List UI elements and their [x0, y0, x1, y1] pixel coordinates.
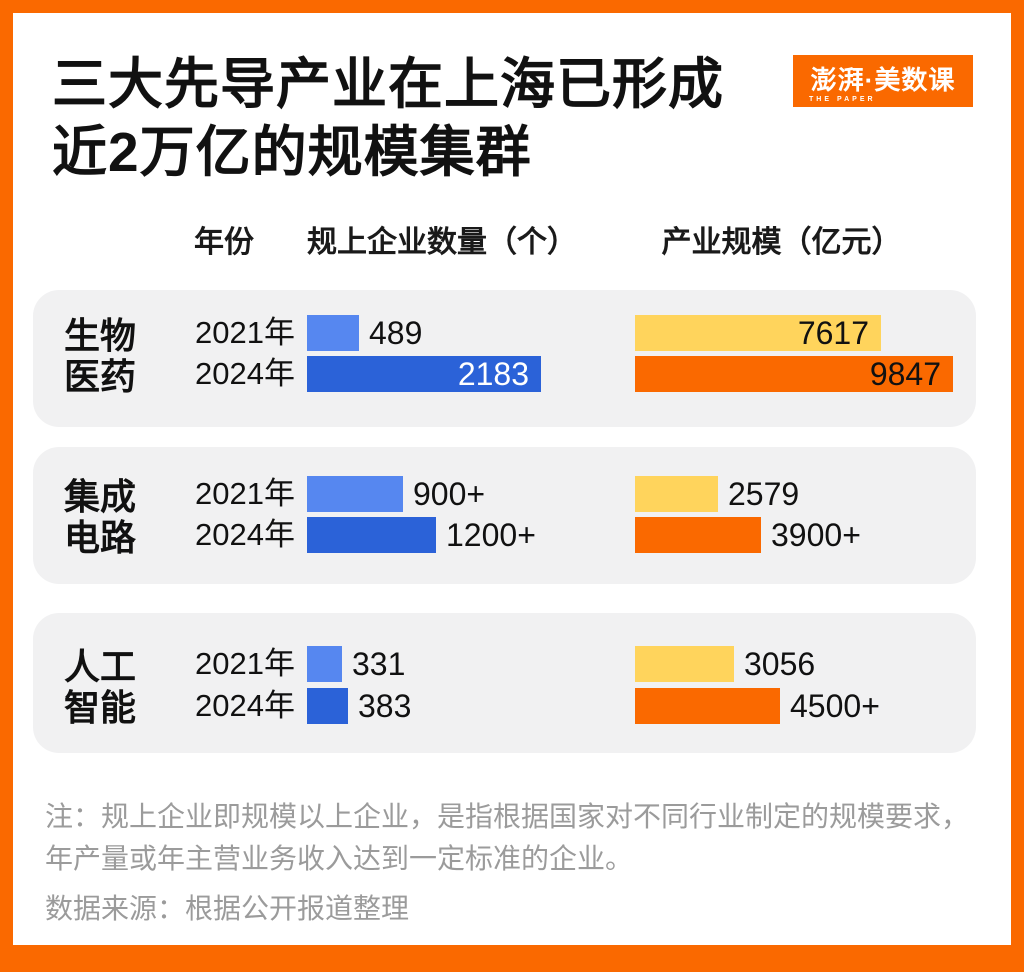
companies-bar-value: 489 — [369, 315, 423, 351]
category-line: 医药 — [64, 356, 137, 397]
scale-bar: 7617 — [635, 315, 881, 351]
year-label: 2024年 — [195, 356, 295, 391]
year-label: 2021年 — [195, 646, 295, 681]
chart-row: 2021年 900+ 2579 — [33, 476, 976, 512]
scale-bar — [635, 517, 761, 553]
chart-row: 2021年 489 7617 — [33, 315, 976, 351]
chart-row: 2024年 383 4500+ — [33, 688, 976, 724]
companies-bar — [307, 688, 348, 724]
companies-bar — [307, 646, 342, 682]
companies-bar-value: 2183 — [457, 356, 529, 392]
category-line: 电路 — [64, 517, 137, 558]
title-line-1: 三大先导产业在上海已形成 — [52, 53, 725, 115]
companies-bar-value: 900+ — [413, 476, 486, 512]
scale-bar-value: 3056 — [744, 646, 816, 682]
scale-bar — [635, 476, 718, 512]
industry-card-2: 集成 电路 2021年 900+ 2579 2024年 1200+ 3900+ — [33, 447, 976, 584]
companies-bar-value: 1200+ — [446, 517, 536, 553]
paper-logo: 澎湃·美数课 THE PAPER — [793, 55, 973, 107]
year-label: 2021年 — [195, 315, 295, 350]
category-line: 集成 — [64, 476, 137, 517]
chart-row: 2021年 331 3056 — [33, 646, 976, 682]
industry-card-1: 生物 医药 2021年 489 7617 2024年 2183 9847 — [33, 290, 976, 427]
category-line: 智能 — [64, 687, 137, 728]
category-label: 人工 智能 — [64, 646, 136, 728]
chart-row: 2024年 2183 9847 — [33, 356, 976, 392]
column-header-scale: 产业规模（亿元） — [661, 226, 902, 259]
data-source: 数据来源：根据公开报道整理 — [45, 893, 410, 924]
companies-bar — [307, 517, 436, 553]
title-line-2: 近2万亿的规模集群 — [52, 121, 532, 183]
chart-row: 2024年 1200+ 3900+ — [33, 517, 976, 553]
paper-logo-text: 澎湃·美数课 — [810, 65, 956, 95]
scale-bar — [635, 646, 734, 682]
year-label: 2024年 — [195, 688, 295, 723]
scale-bar-value: 2579 — [728, 476, 800, 512]
industry-card-3: 人工 智能 2021年 331 3056 2024年 383 4500+ — [33, 613, 976, 753]
scale-bar — [635, 688, 780, 724]
category-line: 生物 — [64, 315, 137, 356]
paper-logo-subtext: THE PAPER — [809, 96, 876, 103]
companies-bar-value: 331 — [352, 646, 406, 682]
companies-bar — [307, 476, 403, 512]
scale-bar-value: 7617 — [797, 315, 869, 351]
column-header-companies: 规上企业数量（个） — [307, 226, 577, 259]
year-label: 2021年 — [195, 476, 295, 511]
footnote: 注：规上企业即规模以上企业，是指根据国家对不同行业制定的规模要求，年产量或年主营… — [45, 801, 970, 874]
companies-bar-value: 383 — [358, 688, 412, 724]
page-title: 三大先导产业在上海已形成 近2万亿的规模集群 — [52, 50, 724, 186]
companies-bar: 2183 — [307, 356, 541, 392]
companies-bar — [307, 315, 359, 351]
column-header-year: 年份 — [194, 226, 254, 259]
category-label: 生物 医药 — [64, 315, 136, 397]
scale-bar-value: 3900+ — [771, 517, 861, 553]
category-label: 集成 电路 — [64, 476, 136, 558]
category-line: 人工 — [64, 646, 137, 687]
scale-bar-value: 9847 — [869, 356, 941, 392]
year-label: 2024年 — [195, 517, 295, 552]
scale-bar-value: 4500+ — [790, 688, 880, 724]
scale-bar: 9847 — [635, 356, 953, 392]
